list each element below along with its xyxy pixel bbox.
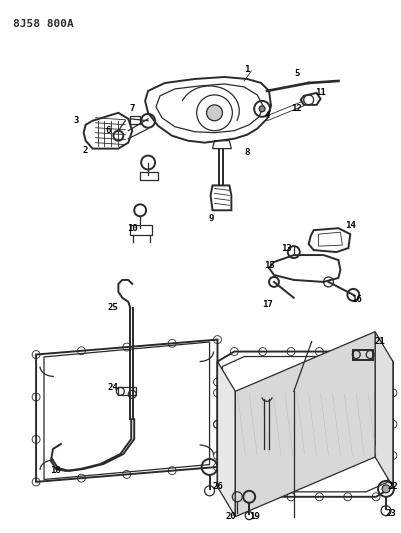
Text: 3: 3 — [73, 116, 79, 125]
Text: 5: 5 — [294, 69, 300, 77]
Text: 20: 20 — [226, 512, 237, 521]
Circle shape — [207, 105, 223, 121]
Text: 7: 7 — [130, 104, 135, 114]
Text: 25: 25 — [107, 303, 118, 312]
Text: 16: 16 — [351, 295, 362, 304]
Text: 11: 11 — [315, 88, 326, 98]
Text: 12: 12 — [292, 104, 302, 114]
Text: 22: 22 — [387, 482, 398, 491]
Text: 2: 2 — [83, 146, 88, 155]
Text: 15: 15 — [263, 261, 274, 270]
Circle shape — [259, 106, 265, 112]
Text: 17: 17 — [262, 300, 272, 309]
Text: 26: 26 — [212, 482, 223, 491]
Circle shape — [382, 485, 390, 493]
Text: 13: 13 — [282, 244, 292, 253]
Text: 23: 23 — [386, 509, 396, 518]
Text: 8: 8 — [245, 148, 250, 157]
Text: 10: 10 — [127, 224, 138, 233]
Polygon shape — [217, 361, 235, 516]
Polygon shape — [235, 332, 375, 516]
Text: 19: 19 — [249, 512, 259, 521]
Polygon shape — [375, 332, 393, 487]
Text: 1: 1 — [245, 64, 250, 74]
Text: 24: 24 — [107, 383, 118, 392]
Text: 14: 14 — [345, 221, 356, 230]
Text: 21: 21 — [375, 337, 385, 346]
Text: 8J58 800A: 8J58 800A — [13, 19, 74, 29]
Text: 9: 9 — [209, 214, 214, 223]
Text: 6: 6 — [106, 126, 111, 135]
Text: 18: 18 — [51, 466, 61, 475]
Text: 4: 4 — [264, 111, 270, 120]
